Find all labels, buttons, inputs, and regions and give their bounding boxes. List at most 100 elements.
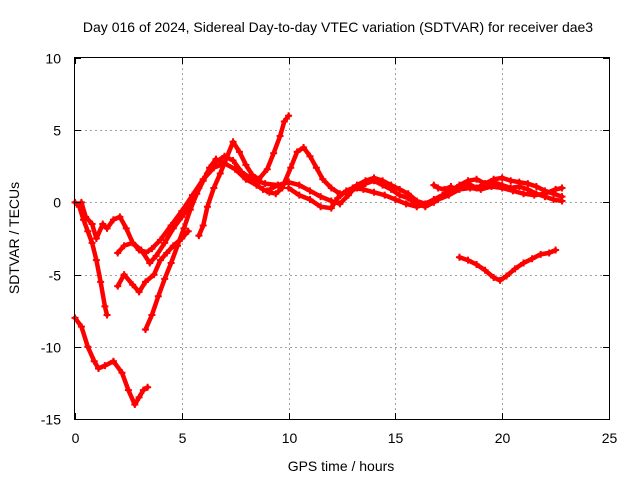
data-point <box>109 357 117 365</box>
data-point <box>552 185 560 193</box>
data-point <box>90 357 98 365</box>
data-point <box>156 236 164 244</box>
data-point <box>174 242 182 250</box>
data-point <box>528 255 536 263</box>
data-point <box>167 259 175 267</box>
data-point <box>195 232 203 240</box>
data-point <box>381 191 389 199</box>
data-point <box>509 187 517 195</box>
series-track-i <box>264 175 565 207</box>
data-point <box>274 181 282 189</box>
y-tick-label: -10 <box>41 340 61 356</box>
data-point <box>342 187 350 195</box>
data-point <box>212 155 220 163</box>
data-point <box>477 185 485 193</box>
data-point <box>552 246 560 254</box>
data-point <box>434 196 442 204</box>
data-point <box>129 281 137 289</box>
data-point <box>263 187 271 195</box>
data-point <box>287 164 295 172</box>
data-point <box>455 253 463 261</box>
data-point <box>144 383 152 391</box>
data-point <box>193 190 201 198</box>
data-point <box>280 118 288 126</box>
x-tick-labels: 0 5 10 15 20 25 <box>72 430 618 446</box>
data-point <box>255 175 263 183</box>
data-point <box>77 323 85 331</box>
data-point <box>229 138 237 146</box>
data-point <box>537 250 545 258</box>
data-point <box>156 256 164 264</box>
data-point <box>184 227 192 235</box>
data-point <box>532 183 540 191</box>
x-tick-label: 20 <box>495 430 511 446</box>
data-point <box>434 184 442 192</box>
data-point <box>161 275 169 283</box>
data-point <box>135 288 143 296</box>
data-point <box>88 220 96 228</box>
data-point <box>131 401 139 409</box>
data-point <box>306 152 314 160</box>
data-point <box>99 220 107 228</box>
data-point <box>295 181 303 189</box>
data-point <box>317 193 325 201</box>
data-point <box>199 222 207 230</box>
data-point <box>344 191 352 199</box>
data-point <box>498 174 506 182</box>
data-point <box>524 180 532 188</box>
data-point <box>370 188 378 196</box>
data-point <box>413 203 421 211</box>
data-point <box>488 183 496 191</box>
data-point <box>135 393 143 401</box>
data-point <box>285 112 293 120</box>
data-point <box>116 213 124 221</box>
data-point <box>163 249 171 257</box>
data-point <box>361 177 369 185</box>
data-point <box>473 260 481 268</box>
data-point <box>238 168 246 176</box>
data-point <box>82 213 90 221</box>
data-point <box>396 185 404 193</box>
data-point <box>502 272 510 280</box>
data-point <box>272 190 280 198</box>
data-point <box>92 256 100 264</box>
data-point <box>404 190 412 198</box>
data-point <box>317 203 325 211</box>
plot-frame <box>74 57 610 420</box>
data-point <box>97 278 105 286</box>
data-point <box>464 177 472 185</box>
data-point <box>520 190 528 198</box>
x-tick-label: 25 <box>602 430 618 446</box>
data-point <box>295 191 303 199</box>
data-point <box>259 185 267 193</box>
data-point <box>84 343 92 351</box>
data-point <box>137 246 145 254</box>
data-point <box>270 149 278 157</box>
data-point <box>498 184 506 192</box>
data-point <box>293 148 301 156</box>
data-point <box>103 311 111 319</box>
data-point <box>180 224 188 232</box>
data-point <box>481 266 489 274</box>
series-track-j <box>286 184 565 211</box>
x-tick-label: 15 <box>388 430 404 446</box>
data-point <box>150 271 158 279</box>
data-point <box>129 239 137 247</box>
chart-title: Day 016 of 2024, Sidereal Day-to-day VTE… <box>83 19 593 35</box>
data-point <box>496 276 504 284</box>
data-point <box>455 185 463 193</box>
data-point <box>178 213 186 221</box>
axis-ticks <box>75 58 610 420</box>
data-point <box>152 252 160 260</box>
data-point <box>139 386 147 394</box>
data-point <box>306 196 314 204</box>
data-point <box>242 161 250 169</box>
data-point <box>391 196 399 204</box>
data-point <box>445 191 453 199</box>
data-point <box>92 235 100 242</box>
series-track-g <box>196 113 291 238</box>
y-tick-label: 10 <box>45 51 61 67</box>
data-point <box>122 224 130 232</box>
data-point <box>206 164 214 172</box>
data-point <box>558 184 566 192</box>
